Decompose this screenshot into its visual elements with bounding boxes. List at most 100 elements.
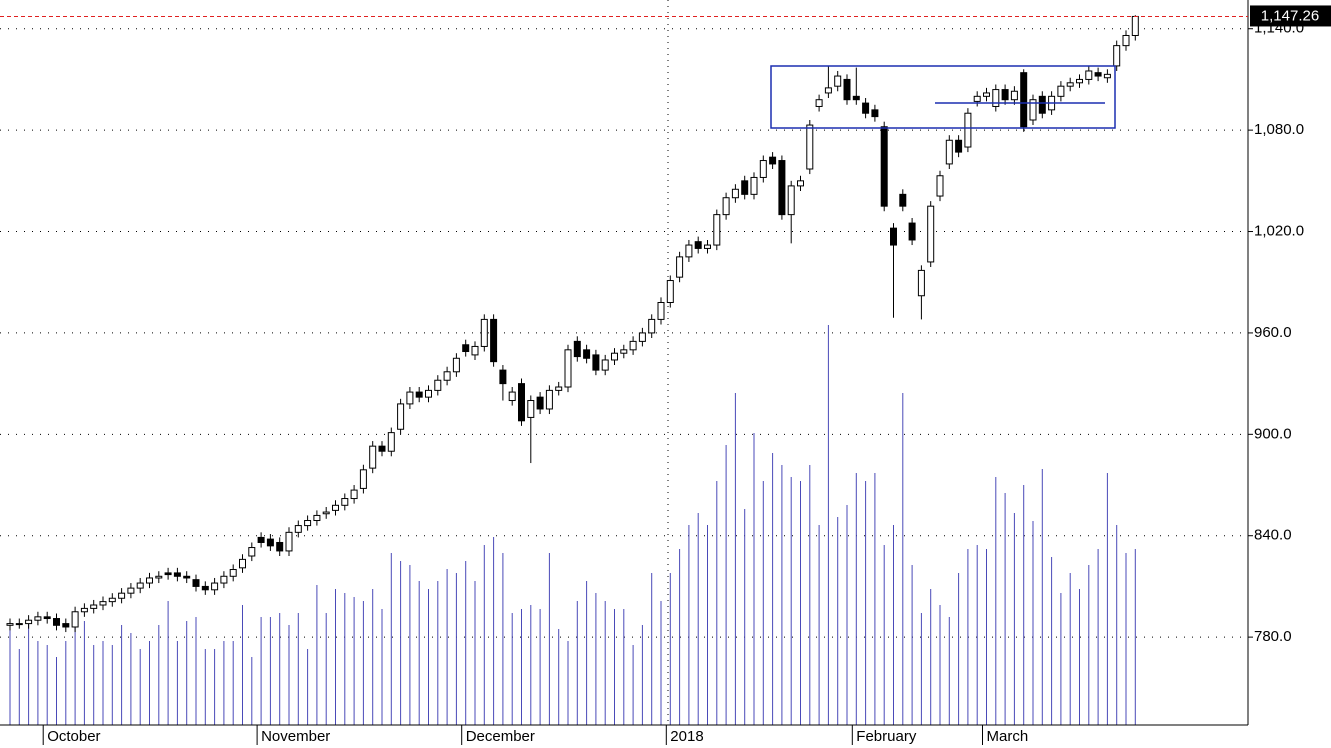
candle-body	[824, 87, 832, 94]
candle-body	[406, 391, 414, 405]
candle-body	[1103, 73, 1111, 79]
candle-body	[332, 504, 339, 511]
candle-body	[983, 92, 990, 97]
candle-body	[462, 344, 470, 353]
candle-body	[211, 582, 219, 591]
candle-body	[397, 403, 405, 430]
candle-body	[555, 386, 563, 391]
candle-body	[1122, 34, 1130, 47]
candle-body	[908, 222, 916, 241]
candle-body	[490, 318, 498, 363]
candle-body	[750, 176, 758, 195]
candle-body	[806, 124, 814, 170]
candle-body	[713, 214, 721, 246]
candle-body	[862, 102, 870, 114]
candle-body	[43, 616, 51, 620]
candle-body	[443, 371, 451, 381]
candle-body	[843, 78, 851, 101]
candle-body	[815, 99, 823, 107]
candle-body	[15, 623, 23, 626]
candle-body	[704, 244, 711, 249]
candle-body	[155, 575, 163, 579]
axis-labels: 780.0840.0900.0960.01,020.01,080.01,140.…	[0, 5, 1331, 745]
candle-body	[192, 579, 200, 587]
candle-body	[108, 597, 116, 603]
candle-body	[34, 616, 42, 621]
candle-body	[992, 89, 1000, 107]
candle-body	[564, 349, 572, 388]
last-price-label: 1,147.26	[1261, 7, 1319, 24]
candle-body	[183, 575, 191, 579]
y-tick-label: 1,020.0	[1254, 222, 1304, 239]
candle-body	[1085, 70, 1093, 80]
candle-body	[955, 139, 963, 153]
candle-body	[1094, 72, 1102, 77]
x-tick-label: October	[47, 728, 100, 745]
candle-body	[871, 109, 879, 118]
candle-body	[973, 95, 981, 102]
candle-body	[1057, 85, 1065, 97]
candle-body	[834, 75, 842, 87]
candle-body	[220, 575, 228, 584]
candle-body	[359, 469, 367, 489]
candle-body	[508, 391, 516, 402]
grid	[0, 28, 1248, 638]
candle-body	[648, 318, 656, 334]
candle-body	[387, 432, 395, 452]
candle-body	[731, 188, 739, 199]
range-box-drawing	[770, 65, 1116, 129]
last-price-box	[1250, 5, 1331, 27]
candle-body	[917, 269, 925, 297]
candle-body	[890, 227, 897, 246]
candle-body	[127, 587, 135, 594]
candle-body	[146, 577, 153, 584]
y-tick-label: 1,080.0	[1254, 121, 1304, 138]
candle-body	[62, 623, 70, 628]
candle-body	[964, 112, 972, 148]
volume-layer	[9, 325, 1136, 725]
candle-body	[573, 340, 581, 358]
candle-body	[248, 547, 256, 557]
candle-body	[787, 185, 795, 216]
candle-body	[201, 585, 209, 591]
candle-body	[304, 520, 312, 527]
y-tick-label: 960.0	[1254, 324, 1292, 341]
candle-body	[1131, 15, 1139, 36]
candle-body	[1020, 72, 1028, 128]
candle-body	[778, 160, 786, 216]
candle-body	[620, 349, 628, 354]
candle-body	[80, 607, 88, 613]
candle-body	[480, 318, 488, 347]
candle-body	[1066, 82, 1074, 87]
candle-body	[425, 389, 432, 398]
candle-body	[136, 582, 144, 589]
y-tick-label: 840.0	[1254, 527, 1292, 544]
candle-body	[53, 618, 60, 626]
candle-body	[927, 205, 935, 263]
x-tick-label: December	[466, 728, 535, 745]
candle-body	[657, 302, 665, 320]
candle-body	[685, 244, 693, 258]
x-tick-label: 2018	[670, 728, 703, 745]
candle-body	[6, 623, 14, 626]
candle-body	[1038, 95, 1046, 114]
candle-body	[322, 511, 330, 515]
candle-body	[313, 514, 321, 522]
candle-body	[499, 369, 507, 385]
candle-body	[285, 531, 293, 552]
candle-body	[545, 389, 553, 410]
candle-body	[769, 156, 777, 165]
candle-body	[936, 175, 944, 197]
candle-body	[583, 349, 591, 359]
candle-body	[694, 241, 702, 249]
candle-body	[759, 160, 767, 178]
candle-body	[229, 569, 237, 577]
candle-body	[99, 601, 107, 606]
candle-body	[434, 379, 442, 391]
candle-body	[118, 592, 126, 599]
candle-body	[899, 193, 907, 207]
candle-body	[471, 345, 479, 356]
candle-body	[536, 396, 544, 410]
